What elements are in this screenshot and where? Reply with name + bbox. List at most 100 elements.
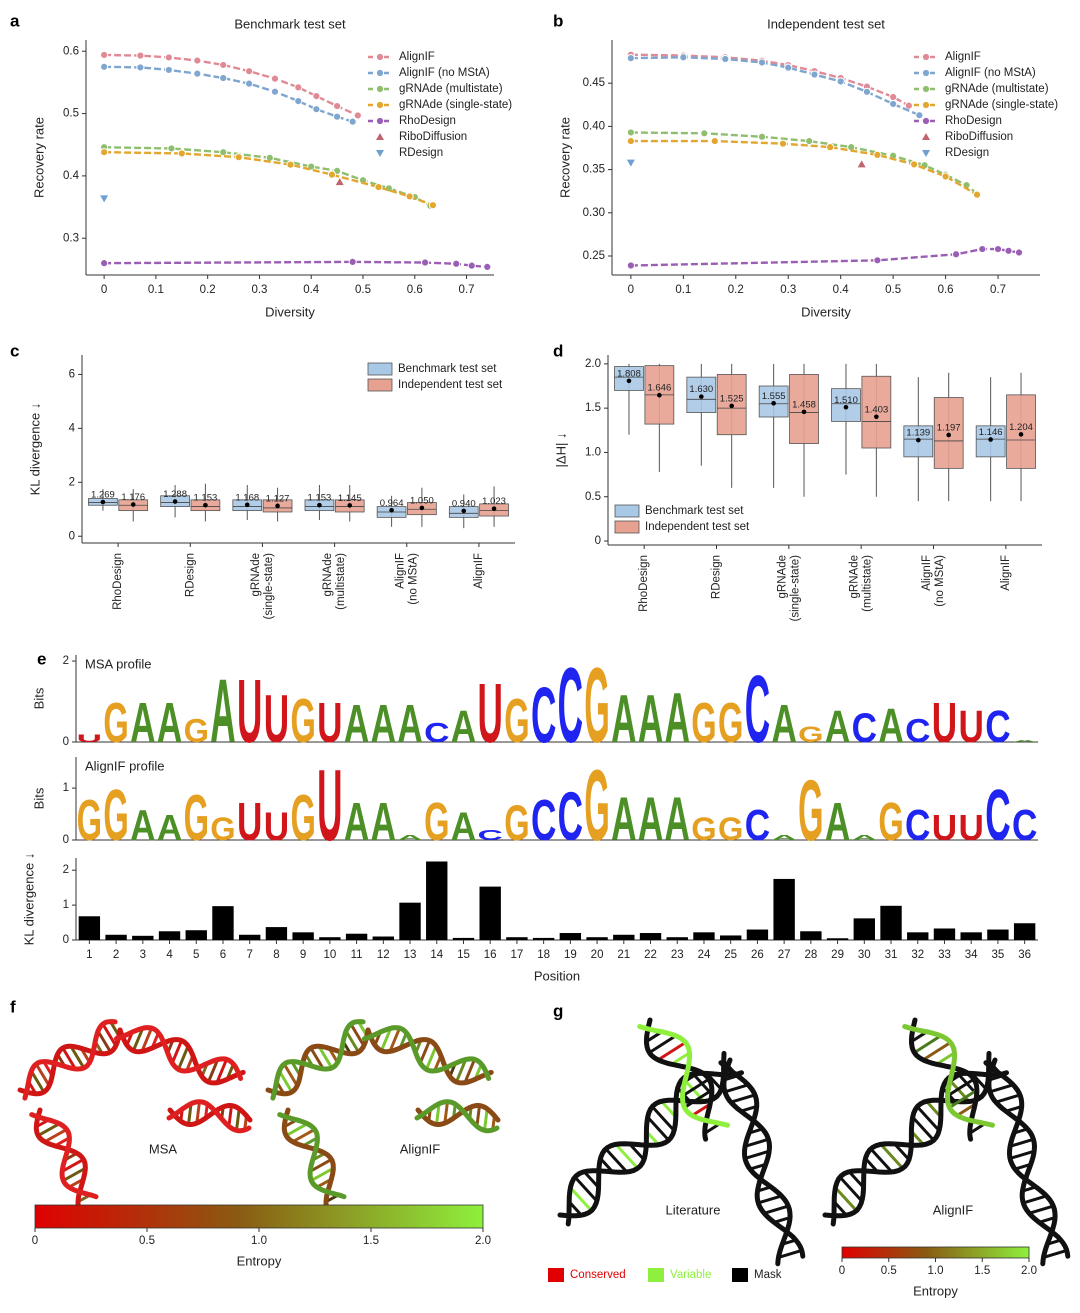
- structure-rung: [647, 1034, 678, 1055]
- structure-rung: [743, 1137, 770, 1148]
- marker: [467, 261, 476, 270]
- x-tick-label: 22: [644, 949, 657, 961]
- marker: [810, 70, 819, 79]
- bar: [158, 931, 181, 940]
- marker: [889, 99, 898, 109]
- structure-rung: [176, 1044, 190, 1071]
- logo-letter-group: A: [638, 681, 663, 757]
- logo-letter: U: [317, 749, 342, 862]
- legend-label: AlignIF (no MStA): [399, 67, 490, 79]
- structure-rung: [646, 1115, 671, 1142]
- mean-point: [843, 404, 849, 410]
- y-tick-label: 0.5: [63, 108, 79, 120]
- logo-letter: A: [451, 702, 476, 752]
- structure-rung: [573, 1175, 599, 1203]
- series-line: [104, 260, 488, 269]
- marker: [405, 192, 414, 201]
- structure-rung: [349, 1022, 366, 1048]
- logo-letter-group: A: [611, 784, 636, 853]
- logo-letter: A: [157, 692, 182, 754]
- marker: [483, 262, 492, 271]
- x-tick-label: 21: [617, 949, 630, 961]
- structure-rung: [443, 1100, 449, 1125]
- logo-letter: C: [745, 657, 770, 764]
- structure-rung: [743, 1149, 771, 1160]
- y-tick-label: 1.0: [585, 446, 601, 458]
- logo-letter-group: G: [584, 749, 609, 862]
- logo-letter: C: [852, 704, 877, 751]
- logo-letter: G: [718, 692, 743, 754]
- logo-letter: C: [424, 716, 449, 748]
- x-tick-label: 0.4: [833, 284, 850, 296]
- logo-letter: A: [157, 809, 182, 849]
- logo-letter-group: G: [718, 692, 743, 754]
- logo-letter: A: [665, 784, 690, 853]
- colorbar-tick-label: 0.5: [139, 1235, 155, 1247]
- legend-swatch: [367, 378, 393, 392]
- mean-point: [203, 502, 208, 508]
- legend-marker: [375, 68, 385, 78]
- structure-strand: [166, 1099, 252, 1134]
- colorbar-tick-label: 2.0: [475, 1235, 491, 1247]
- marker: [889, 92, 898, 102]
- y-tick-label: 0: [595, 535, 601, 547]
- logo-letter: A: [371, 693, 396, 753]
- logo-letter-group: A: [878, 700, 903, 753]
- structure-rung: [682, 1088, 714, 1110]
- panel-letter: d: [553, 341, 563, 360]
- logo-letter: U: [77, 732, 102, 745]
- mean-label: 1.153: [194, 493, 218, 504]
- logo-letter-group: C: [478, 827, 503, 843]
- logo-letter: A: [130, 801, 155, 849]
- legend-marker: [921, 100, 931, 110]
- legend-label: Benchmark test set: [645, 505, 744, 517]
- legend-label: RiboDiffusion: [399, 131, 467, 143]
- marker: [710, 136, 719, 146]
- logo-letter: U: [932, 692, 957, 754]
- marker: [421, 258, 430, 267]
- mean-label: 1.197: [937, 423, 961, 434]
- logo-letter: G: [504, 795, 529, 851]
- logo-title: AlignIF profile: [85, 758, 164, 773]
- logo-letter-group: A: [611, 681, 636, 757]
- legend-marker: [922, 150, 930, 157]
- logo-letter-group: A: [638, 784, 663, 853]
- logo-letter: A: [397, 693, 422, 753]
- marker: [193, 56, 202, 65]
- bar: [372, 936, 394, 940]
- marker: [100, 148, 109, 157]
- y-tick-label: 1: [63, 782, 69, 794]
- y-tick-label: 0.25: [583, 250, 605, 262]
- logo-letter-group: C: [745, 801, 770, 849]
- structure-rung: [1008, 1137, 1035, 1148]
- x-tick-label: 0.4: [303, 284, 320, 296]
- x-axis-label: Position: [534, 968, 580, 983]
- mean-point: [916, 437, 921, 443]
- legend-label: AlignIF: [399, 51, 435, 63]
- logo-letter: A: [397, 834, 422, 842]
- logo-letter: A: [371, 792, 396, 852]
- legend-label: Variable: [670, 1269, 711, 1281]
- structure-rung: [424, 1044, 438, 1071]
- logo-letter-group: U: [264, 804, 289, 849]
- x-tick-label: 32: [911, 949, 924, 961]
- structure-strand: [830, 1050, 992, 1227]
- logo-letter: A: [451, 804, 476, 849]
- structure-strand: [33, 1107, 88, 1209]
- mean-point: [419, 505, 425, 511]
- logo-letter-group: U: [959, 809, 984, 849]
- marker: [234, 153, 243, 162]
- logo-letter: G: [584, 749, 609, 862]
- marker: [626, 136, 635, 146]
- chart-title: Benchmark test set: [234, 16, 346, 31]
- x-axis-label: Diversity: [801, 304, 851, 319]
- mean-label: 1.403: [864, 404, 888, 415]
- marker: [167, 144, 176, 153]
- logo-letter-group: G: [504, 795, 529, 851]
- mean-point: [100, 499, 106, 505]
- structure-rung: [935, 1051, 956, 1066]
- x-tick-label: RDesign: [711, 555, 723, 599]
- x-tick-label: 12: [377, 949, 390, 961]
- colorbar-tick-label: 1.0: [928, 1265, 944, 1277]
